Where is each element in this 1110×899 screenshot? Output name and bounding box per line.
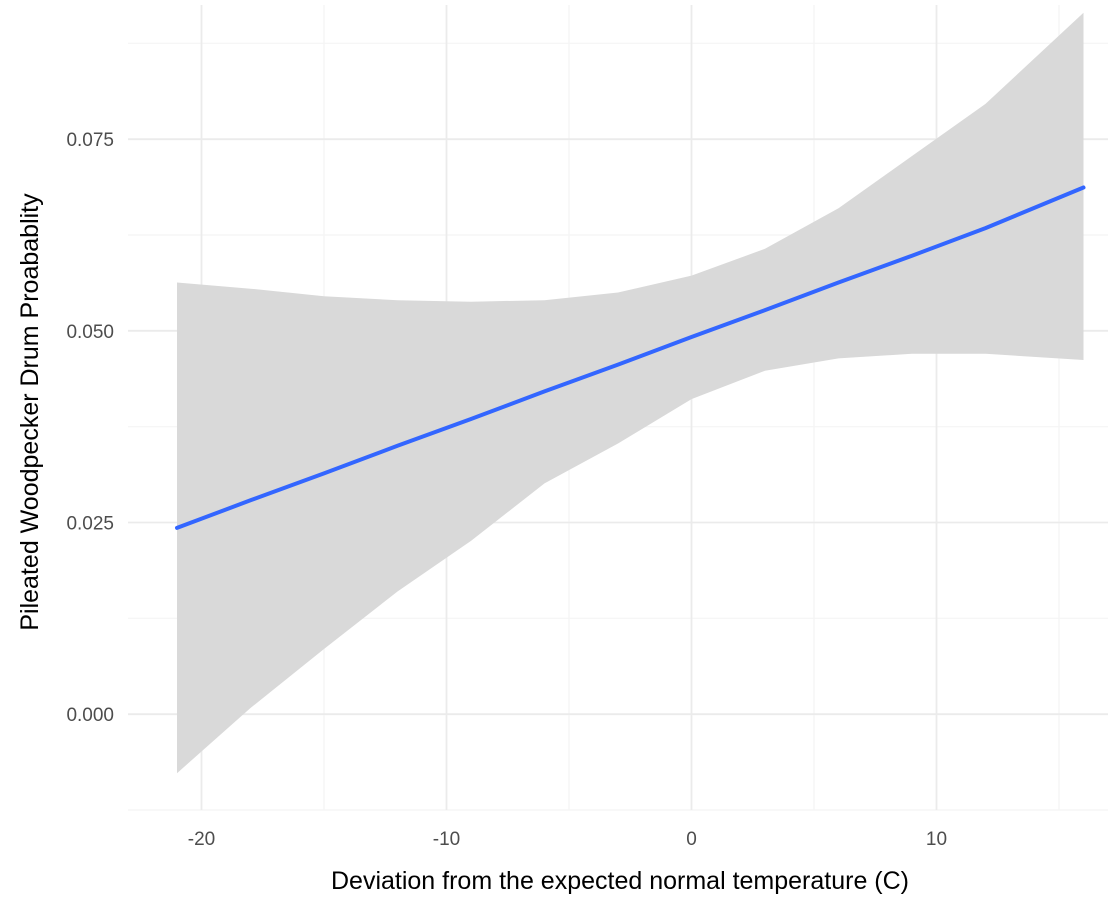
confidence-ribbon xyxy=(177,12,1084,774)
y-tick-label: 0.025 xyxy=(66,514,114,535)
x-tick-label: 10 xyxy=(926,829,947,850)
x-axis-title: Deviation from the expected normal tempe… xyxy=(331,867,909,895)
x-tick-label: 0 xyxy=(686,829,697,850)
y-tick-labels: 0.000 0.025 0.050 0.075 xyxy=(66,130,114,726)
y-tick-label: 0.050 xyxy=(66,322,114,343)
x-tick-label: -10 xyxy=(433,829,460,850)
trend-line xyxy=(175,185,1086,530)
y-axis-title: Pileated Woodpecker Drum Proabablity xyxy=(16,193,44,631)
y-tick-label: 0.075 xyxy=(66,130,114,151)
x-tick-label: -20 xyxy=(188,829,215,850)
y-tick-label: 0.000 xyxy=(66,705,114,726)
x-tick-labels: -20 -10 0 10 xyxy=(188,829,947,850)
